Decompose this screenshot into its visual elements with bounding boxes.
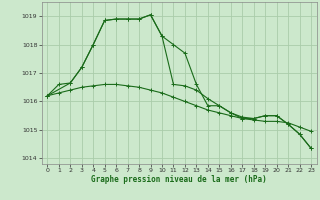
X-axis label: Graphe pression niveau de la mer (hPa): Graphe pression niveau de la mer (hPa) [91, 175, 267, 184]
